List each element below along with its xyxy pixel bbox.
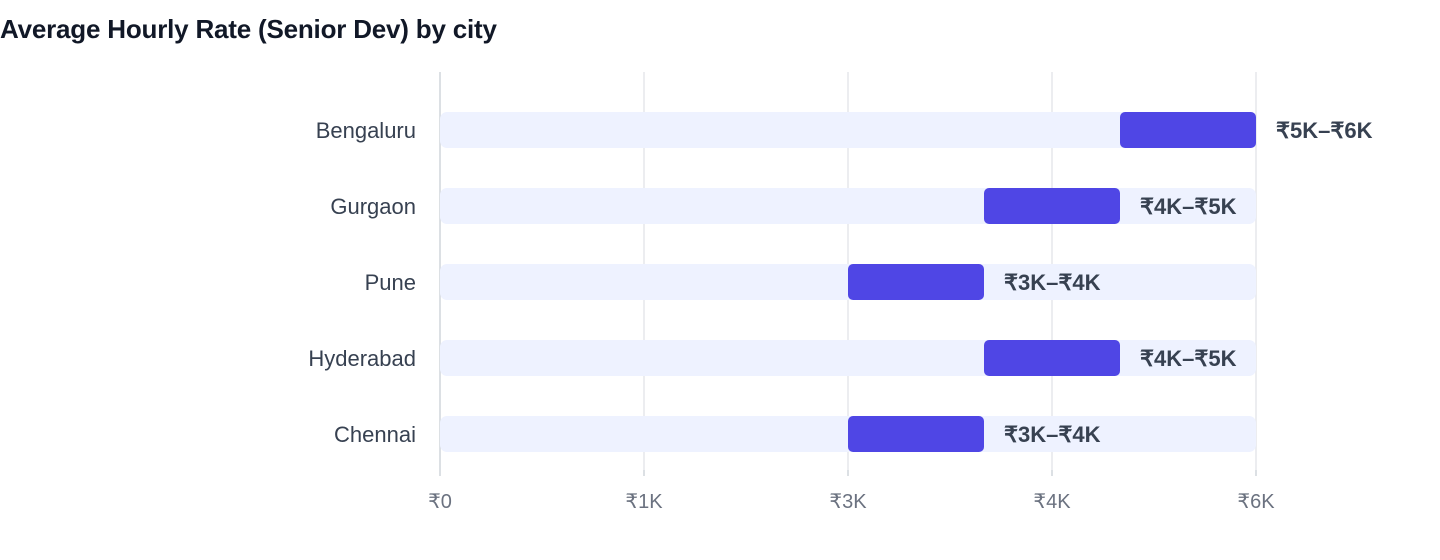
value-label: ₹5K–₹6K <box>1276 118 1373 143</box>
value-label: ₹4K–₹5K <box>1140 346 1237 371</box>
x-tick-label: ₹0 <box>428 491 452 513</box>
range-bar <box>1120 112 1256 148</box>
category-label: Gurgaon <box>330 194 416 219</box>
x-tick-label: ₹3K <box>829 491 867 513</box>
category-label: Pune <box>365 270 416 295</box>
value-label: ₹4K–₹5K <box>1140 194 1237 219</box>
bar-track <box>440 112 1256 148</box>
range-bar <box>848 416 984 452</box>
category-label: Bengaluru <box>316 118 416 143</box>
x-tick-label: ₹6K <box>1237 491 1275 513</box>
category-label: Chennai <box>334 422 416 447</box>
x-tick-label: ₹1K <box>625 491 663 513</box>
value-label: ₹3K–₹4K <box>1004 422 1101 447</box>
bar-track <box>440 188 1256 224</box>
value-label: ₹3K–₹4K <box>1004 270 1101 295</box>
chart-title: Average Hourly Rate (Senior Dev) by city <box>0 14 497 44</box>
range-bar <box>984 340 1120 376</box>
range-bar <box>984 188 1120 224</box>
category-label: Hyderabad <box>308 346 416 371</box>
range-bar <box>848 264 984 300</box>
bar-track <box>440 340 1256 376</box>
x-tick-label: ₹4K <box>1033 491 1071 513</box>
